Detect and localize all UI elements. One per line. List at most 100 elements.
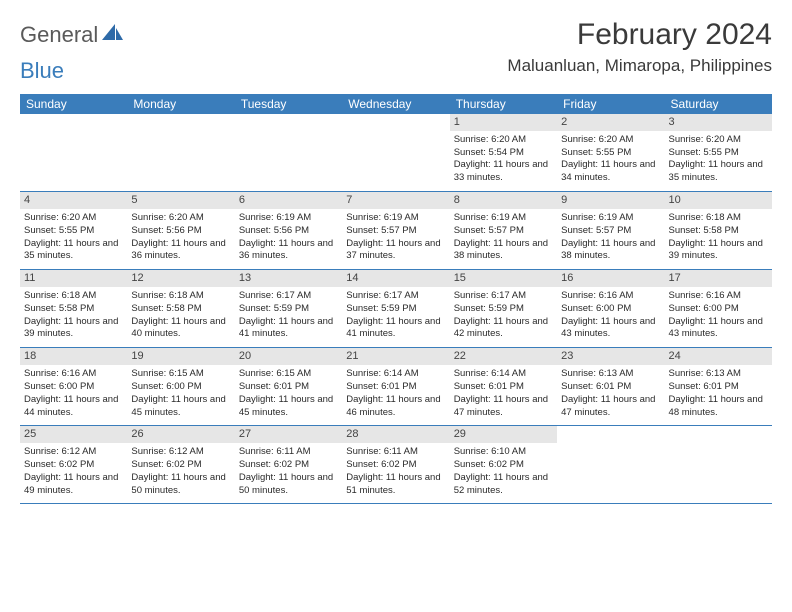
daylight-text: Daylight: 11 hours and 33 minutes. xyxy=(454,159,553,185)
sunset-text: Sunset: 5:57 PM xyxy=(346,225,445,238)
day-number: 27 xyxy=(235,426,342,443)
daylight-text: Daylight: 11 hours and 35 minutes. xyxy=(669,159,768,185)
daylight-text: Daylight: 11 hours and 45 minutes. xyxy=(239,394,338,420)
sunrise-text: Sunrise: 6:15 AM xyxy=(131,368,230,381)
sunrise-text: Sunrise: 6:14 AM xyxy=(454,368,553,381)
day-header-sat: Saturday xyxy=(665,94,772,114)
sunset-text: Sunset: 5:54 PM xyxy=(454,147,553,160)
day-cell xyxy=(557,426,664,503)
daylight-text: Daylight: 11 hours and 49 minutes. xyxy=(24,472,123,498)
sunrise-text: Sunrise: 6:20 AM xyxy=(24,212,123,225)
day-cell: 22Sunrise: 6:14 AMSunset: 6:01 PMDayligh… xyxy=(450,348,557,425)
day-cell xyxy=(127,114,234,191)
day-cell xyxy=(342,114,449,191)
sunset-text: Sunset: 5:58 PM xyxy=(131,303,230,316)
sunrise-text: Sunrise: 6:12 AM xyxy=(131,446,230,459)
sunrise-text: Sunrise: 6:18 AM xyxy=(669,212,768,225)
sunset-text: Sunset: 6:00 PM xyxy=(561,303,660,316)
sunrise-text: Sunrise: 6:16 AM xyxy=(24,368,123,381)
sunset-text: Sunset: 6:00 PM xyxy=(24,381,123,394)
day-number: 4 xyxy=(20,192,127,209)
sunrise-text: Sunrise: 6:11 AM xyxy=(239,446,338,459)
daylight-text: Daylight: 11 hours and 35 minutes. xyxy=(24,238,123,264)
day-header-fri: Friday xyxy=(557,94,664,114)
sunset-text: Sunset: 6:02 PM xyxy=(24,459,123,472)
sunset-text: Sunset: 6:01 PM xyxy=(561,381,660,394)
sunset-text: Sunset: 5:57 PM xyxy=(561,225,660,238)
sunset-text: Sunset: 5:55 PM xyxy=(669,147,768,160)
day-number: 10 xyxy=(665,192,772,209)
day-number: 19 xyxy=(127,348,234,365)
day-cell: 28Sunrise: 6:11 AMSunset: 6:02 PMDayligh… xyxy=(342,426,449,503)
day-cell: 18Sunrise: 6:16 AMSunset: 6:00 PMDayligh… xyxy=(20,348,127,425)
week-row: 18Sunrise: 6:16 AMSunset: 6:00 PMDayligh… xyxy=(20,348,772,426)
day-number: 26 xyxy=(127,426,234,443)
logo-word1: General xyxy=(20,22,98,48)
sunrise-text: Sunrise: 6:17 AM xyxy=(239,290,338,303)
sunset-text: Sunset: 6:02 PM xyxy=(454,459,553,472)
sunrise-text: Sunrise: 6:13 AM xyxy=(561,368,660,381)
daylight-text: Daylight: 11 hours and 47 minutes. xyxy=(454,394,553,420)
week-row: 4Sunrise: 6:20 AMSunset: 5:55 PMDaylight… xyxy=(20,192,772,270)
sunset-text: Sunset: 6:00 PM xyxy=(131,381,230,394)
day-cell: 19 Sunrise: 6:15 AMSunset: 6:00 PMDayligh… xyxy=(127,348,234,425)
day-header-tue: Tuesday xyxy=(235,94,342,114)
sunrise-text: Sunrise: 6:16 AM xyxy=(669,290,768,303)
daylight-text: Daylight: 11 hours and 45 minutes. xyxy=(131,394,230,420)
day-number: 11 xyxy=(20,270,127,287)
week-row: 1Sunrise: 6:20 AMSunset: 5:54 PMDaylight… xyxy=(20,114,772,192)
sunrise-text: Sunrise: 6:14 AM xyxy=(346,368,445,381)
sunrise-text: Sunrise: 6:20 AM xyxy=(131,212,230,225)
daylight-text: Daylight: 11 hours and 41 minutes. xyxy=(239,316,338,342)
sunset-text: Sunset: 6:02 PM xyxy=(131,459,230,472)
daylight-text: Daylight: 11 hours and 47 minutes. xyxy=(561,394,660,420)
sunrise-text: Sunrise: 6:19 AM xyxy=(561,212,660,225)
sunset-text: Sunset: 5:55 PM xyxy=(24,225,123,238)
sunset-text: Sunset: 6:02 PM xyxy=(239,459,338,472)
sunrise-text: Sunrise: 6:11 AM xyxy=(346,446,445,459)
day-cell: 27 Sunrise: 6:11 AMSunset: 6:02 PMDayligh… xyxy=(235,426,342,503)
sunset-text: Sunset: 5:59 PM xyxy=(454,303,553,316)
sunrise-text: Sunrise: 6:17 AM xyxy=(454,290,553,303)
daylight-text: Daylight: 11 hours and 41 minutes. xyxy=(346,316,445,342)
day-cell: 21Sunrise: 6:14 AMSunset: 6:01 PMDayligh… xyxy=(342,348,449,425)
calendar-page: General February 2024 Maluanluan, Mimaro… xyxy=(0,0,792,514)
day-header-mon: Monday xyxy=(127,94,234,114)
sunrise-text: Sunrise: 6:12 AM xyxy=(24,446,123,459)
sunrise-text: Sunrise: 6:20 AM xyxy=(669,134,768,147)
daylight-text: Daylight: 11 hours and 40 minutes. xyxy=(131,316,230,342)
daylight-text: Daylight: 11 hours and 50 minutes. xyxy=(239,472,338,498)
day-number: 25 xyxy=(20,426,127,443)
day-number: 28 xyxy=(342,426,449,443)
day-cell: 20Sunrise: 6:15 AMSunset: 6:01 PMDayligh… xyxy=(235,348,342,425)
day-number: 8 xyxy=(450,192,557,209)
daylight-text: Daylight: 11 hours and 38 minutes. xyxy=(454,238,553,264)
day-cell: 2Sunrise: 6:20 AMSunset: 5:55 PMDaylight… xyxy=(557,114,664,191)
day-cell: 25 Sunrise: 6:12 AMSunset: 6:02 PMDayligh… xyxy=(20,426,127,503)
day-cell: 26Sunrise: 6:12 AMSunset: 6:02 PMDayligh… xyxy=(127,426,234,503)
sunset-text: Sunset: 5:59 PM xyxy=(239,303,338,316)
day-number: 24 xyxy=(665,348,772,365)
day-cell xyxy=(665,426,772,503)
daylight-text: Daylight: 11 hours and 36 minutes. xyxy=(131,238,230,264)
sunrise-text: Sunrise: 6:20 AM xyxy=(561,134,660,147)
day-number: 6 xyxy=(235,192,342,209)
day-number: 9 xyxy=(557,192,664,209)
sunrise-text: Sunrise: 6:19 AM xyxy=(239,212,338,225)
sunset-text: Sunset: 6:00 PM xyxy=(669,303,768,316)
logo: General xyxy=(20,22,126,48)
day-cell xyxy=(20,114,127,191)
day-cell: 29Sunrise: 6:10 AMSunset: 6:02 PMDayligh… xyxy=(450,426,557,503)
day-cell: 15Sunrise: 6:17 AMSunset: 5:59 PMDayligh… xyxy=(450,270,557,347)
daylight-text: Daylight: 11 hours and 44 minutes. xyxy=(24,394,123,420)
day-number: 1 xyxy=(450,114,557,131)
daylight-text: Daylight: 11 hours and 43 minutes. xyxy=(561,316,660,342)
daylight-text: Daylight: 11 hours and 37 minutes. xyxy=(346,238,445,264)
title-block: February 2024 Maluanluan, Mimaropa, Phil… xyxy=(507,18,772,76)
sunrise-text: Sunrise: 6:13 AM xyxy=(669,368,768,381)
day-number: 2 xyxy=(557,114,664,131)
sunset-text: Sunset: 5:55 PM xyxy=(561,147,660,160)
day-cell: 11Sunrise: 6:18 AMSunset: 5:58 PMDayligh… xyxy=(20,270,127,347)
day-cell: 12Sunrise: 6:18 AMSunset: 5:58 PMDayligh… xyxy=(127,270,234,347)
sunrise-text: Sunrise: 6:17 AM xyxy=(346,290,445,303)
